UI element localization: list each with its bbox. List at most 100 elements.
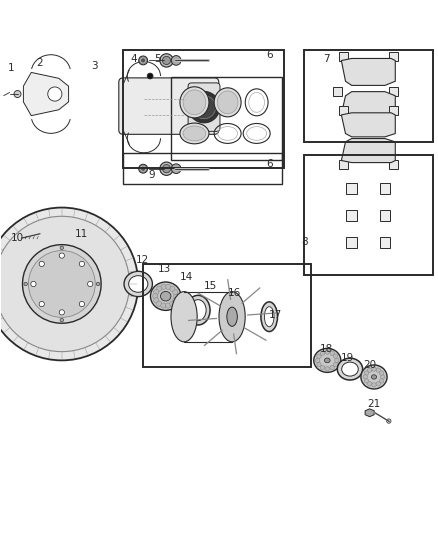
Bar [389,52,398,61]
Ellipse shape [342,362,358,376]
Text: 9: 9 [148,170,155,180]
Circle shape [372,383,376,387]
Circle shape [325,367,329,371]
Circle shape [141,166,146,171]
Text: 20: 20 [363,360,376,370]
Circle shape [156,286,162,292]
Bar [123,153,283,183]
Bar [339,106,348,115]
Circle shape [160,162,173,175]
Ellipse shape [183,126,206,141]
Bar [379,183,390,194]
Bar [339,160,348,169]
Circle shape [173,298,178,303]
Ellipse shape [124,271,152,297]
Circle shape [79,261,85,266]
Circle shape [381,375,385,379]
Circle shape [335,358,339,362]
Circle shape [0,216,130,352]
Ellipse shape [186,295,210,325]
Ellipse shape [337,358,363,380]
Circle shape [48,87,62,101]
Circle shape [154,289,159,295]
Circle shape [363,375,367,379]
FancyBboxPatch shape [119,78,219,134]
Bar [389,87,398,96]
Ellipse shape [261,302,278,332]
Circle shape [139,56,148,65]
Circle shape [317,362,321,367]
Text: 18: 18 [319,344,332,354]
Circle shape [166,284,171,289]
Bar [339,52,348,61]
Ellipse shape [190,300,206,321]
Circle shape [173,289,178,295]
Text: 5: 5 [155,54,161,64]
Circle shape [170,301,175,306]
Polygon shape [365,409,374,417]
Ellipse shape [214,88,241,117]
Circle shape [154,298,159,303]
Bar [143,264,311,367]
Circle shape [18,235,25,241]
Circle shape [39,261,44,266]
Ellipse shape [371,375,377,379]
Bar [171,77,283,159]
Text: 7: 7 [323,54,329,64]
Circle shape [39,302,44,306]
Circle shape [161,284,166,289]
Ellipse shape [217,91,238,114]
Circle shape [387,419,391,423]
Circle shape [192,95,215,119]
Polygon shape [341,59,395,85]
Text: 16: 16 [228,288,241,298]
Ellipse shape [219,292,245,342]
Circle shape [59,310,64,315]
Text: 6: 6 [266,159,272,169]
Circle shape [333,362,338,367]
Circle shape [376,368,381,373]
Circle shape [28,251,95,317]
Circle shape [367,382,372,386]
Circle shape [0,207,138,360]
Text: 19: 19 [341,353,354,363]
Circle shape [24,282,28,286]
Polygon shape [341,113,395,137]
Bar [123,51,285,168]
Circle shape [96,282,100,286]
Circle shape [364,371,369,375]
Circle shape [333,354,338,358]
Circle shape [162,56,171,64]
Circle shape [88,281,93,287]
Text: 8: 8 [301,238,307,247]
Text: 14: 14 [180,272,193,282]
Ellipse shape [361,365,387,389]
Ellipse shape [129,276,148,292]
Bar [379,237,390,248]
Circle shape [325,350,329,354]
Circle shape [139,164,148,173]
Circle shape [152,294,158,299]
Circle shape [379,379,384,383]
Bar [389,160,398,169]
Bar [379,210,390,221]
Ellipse shape [265,306,274,327]
Circle shape [79,302,85,306]
FancyBboxPatch shape [188,83,220,131]
Text: 3: 3 [91,61,98,71]
Bar [304,155,433,275]
Ellipse shape [183,90,206,115]
Circle shape [60,246,64,249]
Text: 4: 4 [131,54,137,64]
Text: 13: 13 [158,264,171,273]
Circle shape [141,58,146,63]
Circle shape [162,165,171,173]
Bar [304,51,433,142]
Circle shape [376,382,381,386]
Circle shape [317,354,321,358]
Ellipse shape [160,292,171,301]
Circle shape [320,351,325,356]
Text: 10: 10 [11,233,24,243]
Circle shape [171,55,181,65]
Circle shape [31,281,36,287]
